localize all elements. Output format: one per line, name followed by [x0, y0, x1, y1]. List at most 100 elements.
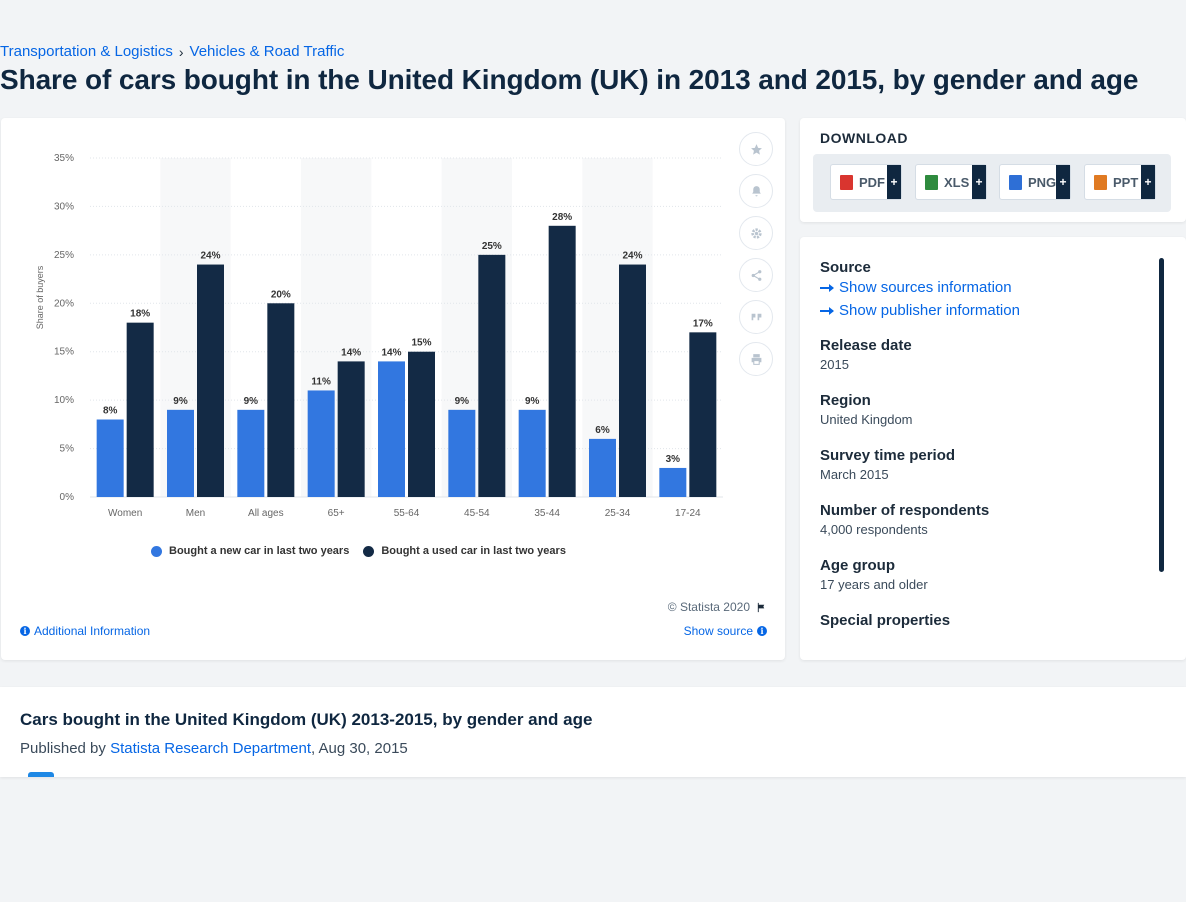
bar — [518, 409, 546, 497]
description-title: Cars bought in the United Kingdom (UK) 2… — [20, 710, 593, 729]
bar — [619, 264, 646, 497]
publish-date: , Aug 30, 2015 — [311, 740, 408, 757]
download-png-button[interactable]: PNG + — [999, 164, 1071, 200]
plus-icon: + — [1141, 165, 1155, 199]
y-tick-label: 5% — [60, 444, 75, 455]
bell-icon[interactable] — [739, 174, 773, 208]
x-tick-label: 45-54 — [464, 508, 490, 519]
breadcrumb-item-transportation[interactable]: Transportation & Logistics — [0, 43, 173, 60]
y-tick-label: 0% — [60, 492, 75, 503]
bar-value-label: 28% — [552, 212, 572, 223]
arrow-right-icon — [820, 283, 834, 292]
chart-legend: Bought a new car in last two years Bough… — [151, 545, 566, 557]
plus-icon: + — [887, 165, 901, 199]
bar — [378, 361, 405, 497]
bar — [589, 438, 616, 497]
pdf-file-icon — [840, 174, 853, 190]
show-source-link[interactable]: Show source i — [684, 624, 767, 638]
download-card: DOWNLOAD PDF + XLS + PNG + PPT + — [800, 118, 1186, 222]
credit-text: © Statista 2020 — [667, 600, 750, 614]
release-date-value: 2015 — [820, 357, 849, 372]
show-publisher-label: Show publisher information — [839, 302, 1020, 319]
additional-information-label: Additional Information — [34, 624, 151, 638]
publisher-link[interactable]: Statista Research Department — [110, 740, 311, 757]
bar — [237, 409, 265, 497]
breadcrumb-item-vehicles[interactable]: Vehicles & Road Traffic — [189, 43, 345, 60]
y-tick-label: 10% — [54, 395, 74, 406]
bar-value-label: 24% — [200, 251, 220, 262]
show-publisher-link[interactable]: Show publisher information — [820, 302, 1150, 319]
plus-icon: + — [972, 165, 986, 199]
additional-information-link[interactable]: i Additional Information — [20, 624, 150, 638]
breadcrumb-separator: › — [178, 43, 184, 60]
release-date-label: Release date — [820, 337, 912, 354]
flag-icon — [757, 602, 765, 612]
download-pdf-button[interactable]: PDF + — [830, 164, 902, 200]
show-sources-link[interactable]: Show sources information — [820, 279, 1150, 296]
age-group-label: Age group — [820, 557, 895, 574]
download-xls-label: XLS — [944, 174, 970, 190]
breadcrumb: Transportation & Logistics › Vehicles & … — [0, 43, 344, 60]
bar-value-label: 20% — [271, 289, 291, 300]
survey-period-label: Survey time period — [820, 447, 956, 464]
x-tick-label: 65+ — [328, 508, 345, 519]
header-band — [0, 0, 1186, 108]
bar-value-label: 25% — [482, 241, 502, 252]
show-sources-label: Show sources information — [839, 279, 1012, 296]
region-label: Region — [820, 392, 871, 409]
chart-toolbar — [739, 132, 773, 376]
legend-item-new[interactable]: Bought a new car in last two years — [151, 545, 349, 557]
bar — [197, 264, 224, 497]
published-by-prefix: Published by — [20, 740, 111, 757]
y-tick-label: 25% — [54, 250, 74, 261]
y-axis-label: Share of buyers — [35, 265, 45, 329]
legend-item-used[interactable]: Bought a used car in last two years — [363, 545, 566, 557]
bar — [408, 351, 435, 497]
scrollbar[interactable] — [1159, 258, 1164, 572]
legend-dot-used — [363, 545, 375, 557]
print-icon[interactable] — [739, 342, 773, 376]
description-card: Cars bought in the United Kingdom (UK) 2… — [0, 687, 1186, 777]
gear-icon[interactable] — [739, 216, 773, 250]
y-tick-label: 35% — [54, 153, 74, 164]
y-tick-label: 30% — [54, 201, 74, 212]
star-icon[interactable] — [739, 132, 773, 166]
statista-credit[interactable]: © Statista 2020 — [668, 600, 767, 614]
bar — [96, 419, 124, 497]
published-by: Published by Statista Research Departmen… — [20, 740, 408, 757]
bar-value-label: 6% — [595, 425, 610, 436]
y-tick-label: 20% — [54, 298, 74, 309]
bar — [307, 390, 335, 497]
bar — [126, 322, 154, 497]
bar-value-label: 8% — [103, 406, 118, 417]
download-bar: PDF + XLS + PNG + PPT + — [813, 154, 1171, 212]
bar-value-label: 15% — [411, 338, 431, 349]
share-icon[interactable] — [739, 258, 773, 292]
ppt-file-icon — [1094, 174, 1107, 190]
quote-icon[interactable] — [739, 300, 773, 334]
respondents-label: Number of respondents — [820, 502, 990, 519]
download-ppt-label: PPT — [1113, 174, 1139, 190]
respondents-value: 4,000 respondents — [820, 522, 928, 537]
legend-dot-new — [151, 545, 162, 557]
x-tick-label: All ages — [248, 508, 284, 519]
legend-label-new: Bought a new car in last two years — [169, 545, 350, 557]
y-tick-label: 15% — [54, 347, 74, 358]
download-pdf-label: PDF — [859, 174, 885, 190]
bar — [659, 467, 687, 497]
png-file-icon — [1009, 174, 1022, 190]
statistic-details-card: Source Show sources information Show pub… — [800, 237, 1186, 660]
download-ppt-button[interactable]: PPT + — [1084, 164, 1156, 200]
download-xls-button[interactable]: XLS + — [915, 164, 987, 200]
xls-file-icon — [925, 174, 938, 190]
download-title: DOWNLOAD — [820, 130, 908, 146]
plus-icon: + — [1056, 165, 1070, 199]
bar — [337, 361, 365, 497]
download-png-label: PNG — [1028, 174, 1057, 190]
bar-chart: 0% 5% 10% 15% 20% 25% 30% 35% Share of buyers 8% 1… — [35, 153, 723, 519]
source-label: Source — [820, 259, 871, 276]
bar — [478, 254, 506, 497]
bar — [689, 332, 717, 497]
survey-period-value: March 2015 — [820, 467, 889, 482]
bar-value-label: 3% — [666, 454, 681, 465]
